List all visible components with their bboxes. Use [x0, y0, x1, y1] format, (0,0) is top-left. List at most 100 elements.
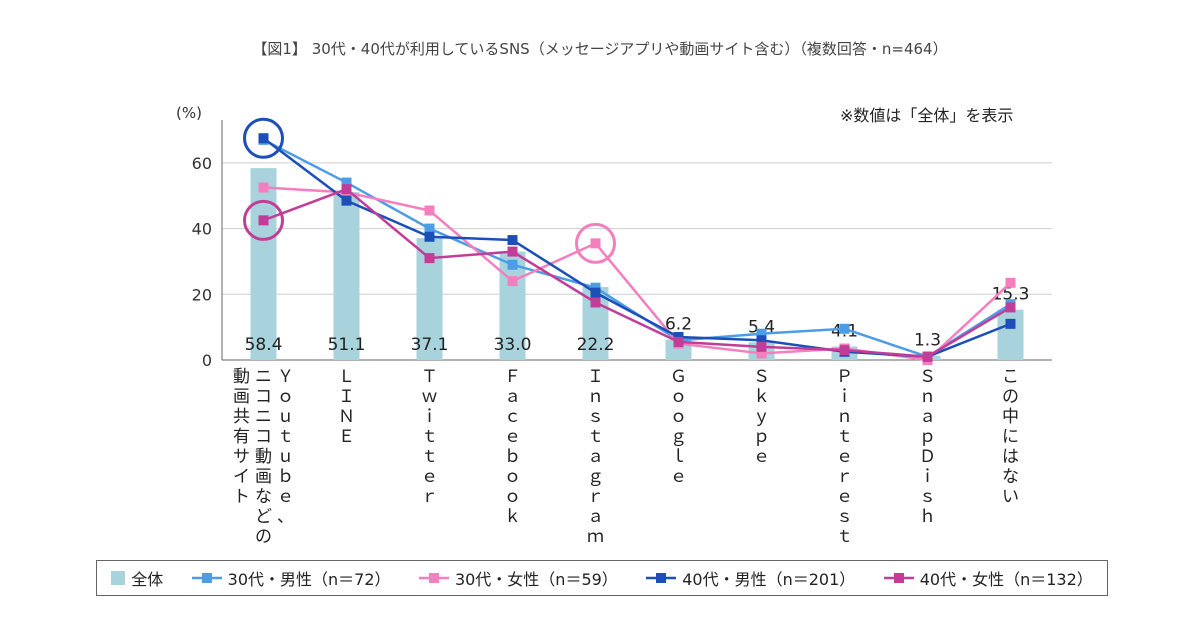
series-4-point — [341, 184, 352, 195]
category-label-char: ｗ — [421, 387, 438, 407]
category-label-char: ｐ — [919, 427, 936, 447]
category-label-char: ｉ — [919, 467, 936, 487]
category-label-char: ｏ — [277, 387, 294, 407]
category-label-char: 動 — [233, 367, 250, 387]
category-label-char: 画 — [233, 387, 250, 407]
category-label-char: ｅ — [836, 487, 853, 507]
legend-marker — [201, 573, 212, 583]
category-label-char: Ｄ — [919, 447, 936, 467]
value-label: 51.1 — [328, 335, 366, 355]
category-label-char: ｍ — [587, 527, 604, 547]
series-3-point — [258, 133, 269, 144]
category-label-char: ａ — [919, 407, 936, 427]
value-label: 6.2 — [665, 315, 692, 335]
chart-title: 【図1】 30代・40代が利用しているSNS（メッセージアプリや動画サイト含む）… — [252, 40, 948, 58]
series-4-point — [590, 297, 601, 308]
y-axis-unit: (%) — [176, 104, 202, 122]
series-3-point — [341, 195, 352, 206]
category-label-char: ｅ — [836, 447, 853, 467]
legend-label: 30代・女性（n＝59） — [454, 570, 618, 589]
legend-label: 40代・女性（n＝132） — [919, 570, 1093, 589]
category-label-char: ｔ — [421, 427, 438, 447]
series-2-point — [590, 238, 601, 249]
legend-marker — [428, 573, 439, 583]
category-label-char: ｌ — [670, 447, 687, 467]
category-label-char: ｃ — [504, 407, 521, 427]
series-3-point — [590, 287, 601, 298]
series-4-point — [258, 215, 269, 226]
series-2-point — [756, 348, 767, 359]
series-1-point — [341, 177, 352, 188]
category-label-char: Ｅ — [338, 427, 355, 447]
bar-2 — [333, 192, 360, 360]
highlight-circle — [243, 199, 284, 241]
legend-item-1: 全体 — [111, 566, 163, 590]
series-2-point — [258, 182, 269, 193]
series-2-point — [507, 276, 518, 287]
category-label-char: こ — [1002, 367, 1019, 387]
category-label-char: ａ — [504, 387, 521, 407]
series-line-1 — [262, 138, 1012, 359]
category-label-char: ｔ — [587, 427, 604, 447]
series-1-point — [756, 328, 767, 339]
category-label-char: 画 — [255, 467, 272, 487]
category-label-char: な — [1002, 467, 1019, 487]
series-3-point — [756, 335, 767, 346]
legend-item-4: 40代・男性（n＝201） — [646, 566, 855, 590]
legend-item-5: 40代・女性（n＝132） — [883, 566, 1093, 590]
category-label-char: Ｇ — [670, 367, 687, 387]
category-label-char: ａ — [587, 447, 604, 467]
category-label-char: ｅ — [504, 427, 521, 447]
category-label-char: ｋ — [753, 387, 770, 407]
series-line-4 — [263, 187, 1012, 358]
value-label: 15.3 — [992, 285, 1030, 305]
category-label-char: な — [255, 487, 272, 507]
category-label-char: コ — [255, 387, 272, 407]
category-label-char: ｉ — [421, 407, 438, 427]
series-3-point — [507, 235, 518, 246]
category-label-char: ｂ — [277, 467, 294, 487]
legend-swatch — [418, 573, 449, 583]
legend-bar-swatch — [111, 571, 126, 585]
category-label-char: に — [1002, 427, 1019, 447]
category-label-char: Ｉ — [587, 367, 604, 387]
value-label: 22.2 — [577, 335, 615, 355]
category-label-char: ｏ — [670, 387, 687, 407]
series-4-point — [424, 253, 435, 264]
category-label-char: い — [1002, 487, 1019, 507]
category-label-char: ｈ — [919, 507, 936, 527]
series-1-point — [507, 259, 518, 270]
category-label-char: サ — [233, 447, 250, 467]
category-label-char: ｏ — [504, 487, 521, 507]
category-label-char: Ｎ — [338, 407, 355, 427]
legend-label: 30代・男性（n＝72） — [227, 570, 391, 589]
legend-swatch — [646, 573, 677, 583]
series-4-point — [507, 246, 518, 257]
category-label-char: ｔ — [421, 447, 438, 467]
y-tick-label: 20 — [192, 285, 212, 304]
series-2-point — [1005, 277, 1016, 288]
category-label-char: ｏ — [504, 467, 521, 487]
category-label-char: ど — [255, 507, 272, 527]
category-label-char: ｔ — [836, 427, 853, 447]
series-1-point — [839, 323, 850, 334]
category-label-char: ｓ — [919, 487, 936, 507]
category-label-char: ｐ — [753, 427, 770, 447]
category-label-char: 共 — [233, 407, 250, 427]
category-label-char: ニ — [255, 407, 272, 427]
legend-marker — [656, 573, 667, 583]
series-3-point — [1005, 318, 1016, 329]
category-label-char: ｎ — [919, 387, 936, 407]
category-label-char: Ｔ — [421, 367, 438, 387]
y-tick-label: 0 — [202, 351, 212, 370]
series-4-point — [673, 336, 684, 347]
category-label-char: Ｙ — [277, 367, 294, 387]
category-label-char: ｓ — [587, 407, 604, 427]
category-label-char: Ｐ — [836, 367, 853, 387]
y-tick-label: 60 — [192, 154, 212, 173]
category-label-char: ｇ — [587, 467, 604, 487]
category-label-char: ｒ — [587, 487, 604, 507]
category-label-char: ニ — [255, 367, 272, 387]
category-label-char: ｕ — [277, 447, 294, 467]
